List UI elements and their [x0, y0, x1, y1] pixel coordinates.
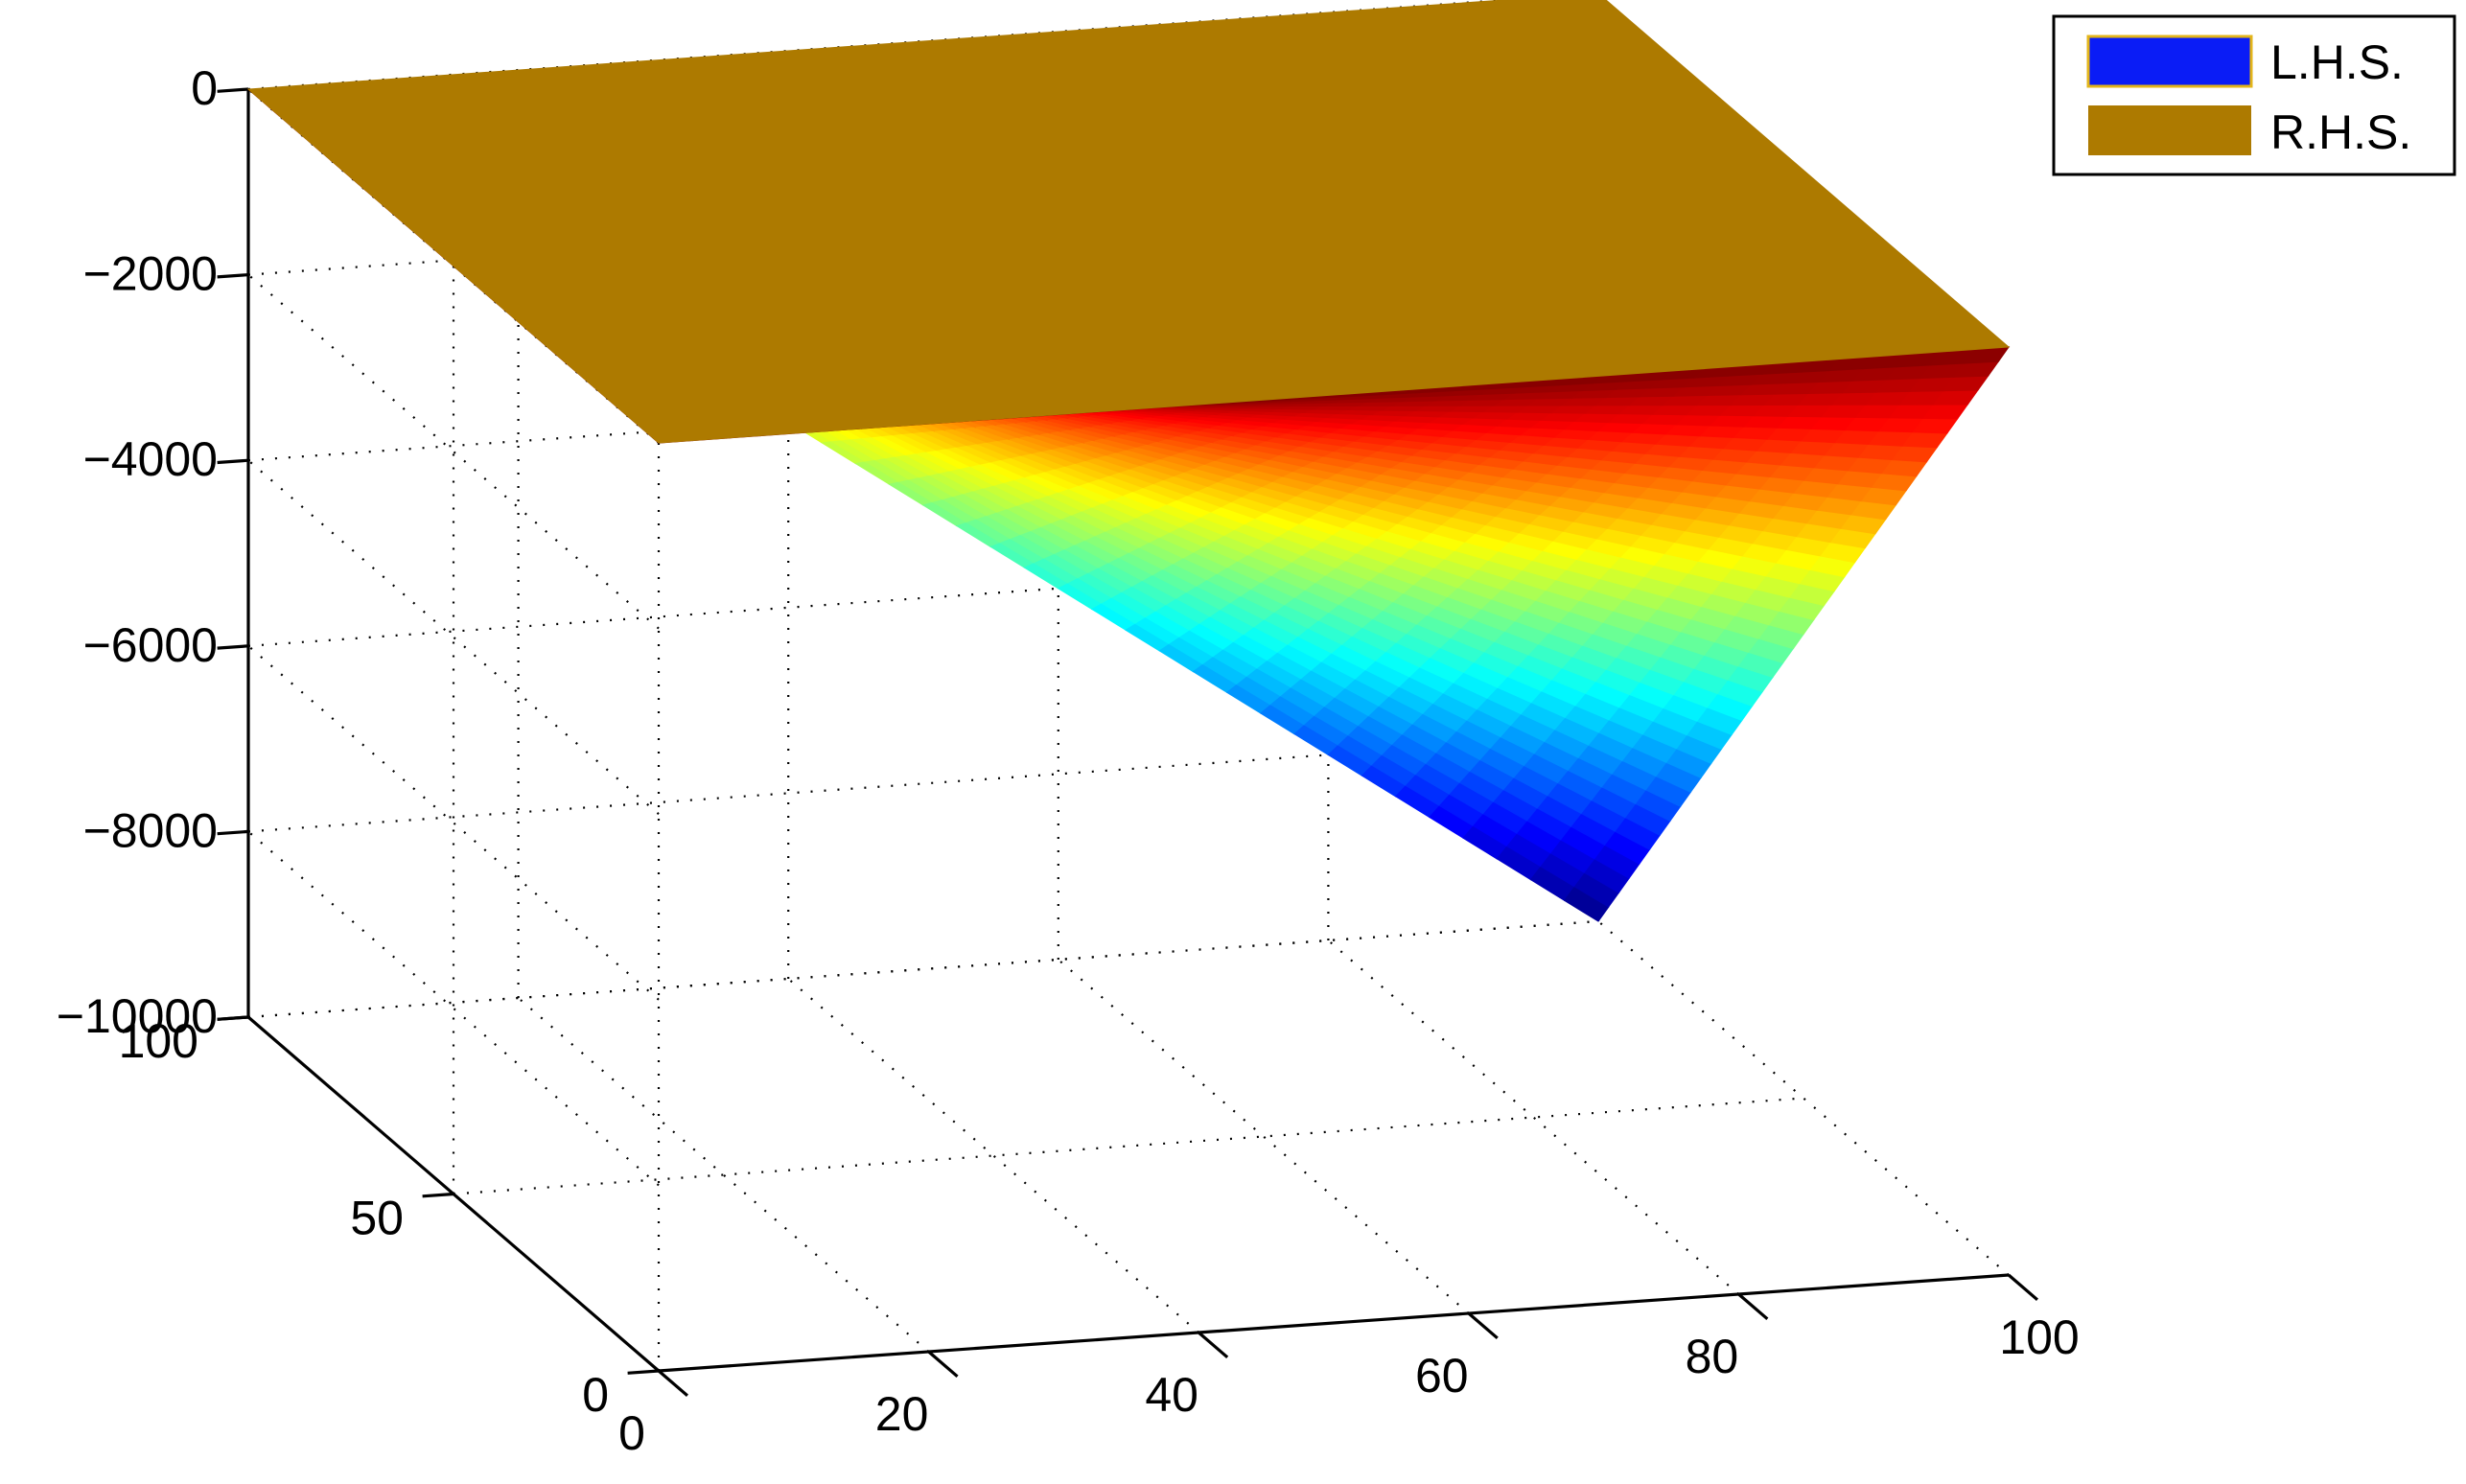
z-tick-label: −4000 — [83, 432, 218, 486]
x-tick-label: 100 — [1999, 1310, 2079, 1364]
x-tick-mark — [657, 1369, 689, 1398]
grid-line — [1058, 959, 1470, 1314]
grid-line — [1597, 920, 2010, 1276]
x-tick-mark — [1737, 1292, 1769, 1321]
z-tick-mark — [217, 273, 249, 279]
surface-plot — [246, 0, 2011, 922]
legend-label-lhs: L.H.S. — [2270, 35, 2404, 89]
legend-swatch-lhs — [2086, 35, 2253, 88]
y-tick-mark — [422, 1192, 454, 1198]
z-tick-label: 0 — [191, 61, 218, 115]
x-tick-mark — [1198, 1331, 1229, 1359]
grid-line — [453, 1097, 1804, 1195]
z-tick-label: −10000 — [57, 989, 218, 1043]
y-tick-label: 0 — [582, 1368, 609, 1422]
z-tick-mark — [217, 1015, 249, 1021]
x-tick-mark — [927, 1350, 959, 1379]
legend-swatch-rhs — [2088, 105, 2251, 155]
axes — [217, 87, 2039, 1398]
x-tick-label: 60 — [1415, 1349, 1469, 1403]
z-tick-mark — [217, 829, 249, 836]
y-tick-label: 50 — [350, 1192, 404, 1245]
x-tick-label: 20 — [875, 1387, 929, 1441]
grid-line — [517, 997, 930, 1353]
z-tick-mark — [217, 644, 249, 650]
y-tick-mark — [627, 1369, 660, 1375]
grid-line — [247, 459, 660, 816]
legend-label-rhs: R.H.S. — [2270, 105, 2411, 159]
z-tick-label: −6000 — [83, 618, 218, 672]
legend: L.H.S. R.H.S. — [2052, 14, 2456, 176]
x-tick-mark — [1467, 1311, 1499, 1340]
rhs-surface — [246, 0, 2011, 444]
x-tick-label: 80 — [1686, 1330, 1739, 1383]
x-tick-label: 0 — [618, 1406, 645, 1460]
z-tick-label: −8000 — [83, 803, 218, 857]
y-tick-label: 100 — [119, 1014, 198, 1068]
grid-line — [247, 644, 660, 1001]
x-tick-labels: 0 20 40 60 80 100 — [618, 1310, 2080, 1460]
z-tick-labels: 0 −2000 −4000 −6000 −8000 −10000 — [57, 61, 218, 1043]
x-tick-mark — [2007, 1273, 2039, 1302]
grid-line — [247, 919, 1599, 1019]
z-tick-label: −2000 — [83, 247, 218, 301]
grid-line — [787, 978, 1199, 1333]
x-tick-label: 40 — [1145, 1368, 1198, 1422]
grid-line — [1327, 939, 1740, 1295]
y-tick-labels: 0 50 100 — [119, 1014, 609, 1422]
z-tick-mark — [217, 458, 249, 465]
z-tick-mark — [217, 87, 249, 93]
x-axis-line — [658, 1273, 2010, 1373]
